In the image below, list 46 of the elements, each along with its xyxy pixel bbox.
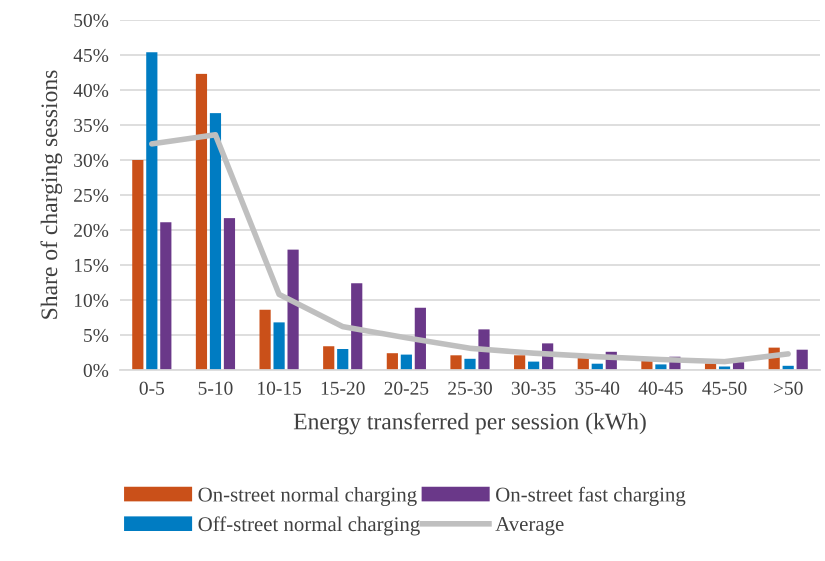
x-tick-label: 45-50 xyxy=(702,382,746,395)
bar xyxy=(210,113,222,370)
legend-label: Off-street normal charging xyxy=(198,516,420,536)
y-tick-label: 40% xyxy=(74,84,108,97)
bar xyxy=(146,52,158,370)
bar xyxy=(287,250,299,370)
bar xyxy=(160,222,172,370)
bar xyxy=(351,283,362,370)
bar xyxy=(132,160,144,370)
y-tick-label: 15% xyxy=(74,258,108,272)
y-tick-label: 35% xyxy=(74,118,108,132)
bar xyxy=(323,346,334,370)
x-tick-label: 20-25 xyxy=(384,382,428,395)
x-tick-label: 15-20 xyxy=(322,382,365,395)
legend-label: On-street fast charging xyxy=(496,486,686,506)
bar xyxy=(592,364,603,370)
y-tick-label: 0% xyxy=(84,364,108,377)
x-tick-label: 30-35 xyxy=(512,382,556,395)
y-tick-label: 20% xyxy=(74,224,108,237)
y-tick-label: 30% xyxy=(74,154,108,167)
x-tick-label: 40-45 xyxy=(638,382,683,395)
bar xyxy=(273,322,285,370)
y-tick-label: 50% xyxy=(74,14,108,27)
bar xyxy=(337,349,348,370)
bar xyxy=(450,355,462,370)
y-tick-label: 10% xyxy=(74,294,108,307)
y-tick-label: 45% xyxy=(74,48,108,62)
x-tick-label: 10-15 xyxy=(258,382,302,395)
bar xyxy=(386,353,398,370)
bar xyxy=(514,355,526,370)
x-tick-label: 5-10 xyxy=(198,382,233,395)
y-tick-label: 5% xyxy=(84,328,108,342)
x-tick-label: 0-5 xyxy=(140,382,164,395)
bar xyxy=(796,350,808,370)
legend-label: Average xyxy=(495,517,564,536)
y-axis-title: Share of charging sessions xyxy=(40,70,62,319)
bar xyxy=(224,218,236,370)
legend-label: On-street normal charging xyxy=(198,486,417,506)
x-tick-label: 25-30 xyxy=(448,382,492,395)
y-tick-label: 25% xyxy=(74,188,108,202)
bar xyxy=(259,310,271,370)
bar xyxy=(196,74,208,370)
bar xyxy=(400,354,412,370)
x-axis-title: Energy transferred per session (kWh) xyxy=(294,412,646,434)
x-tick-label: >50 xyxy=(774,382,803,395)
x-tick-label: 35-40 xyxy=(576,382,620,395)
